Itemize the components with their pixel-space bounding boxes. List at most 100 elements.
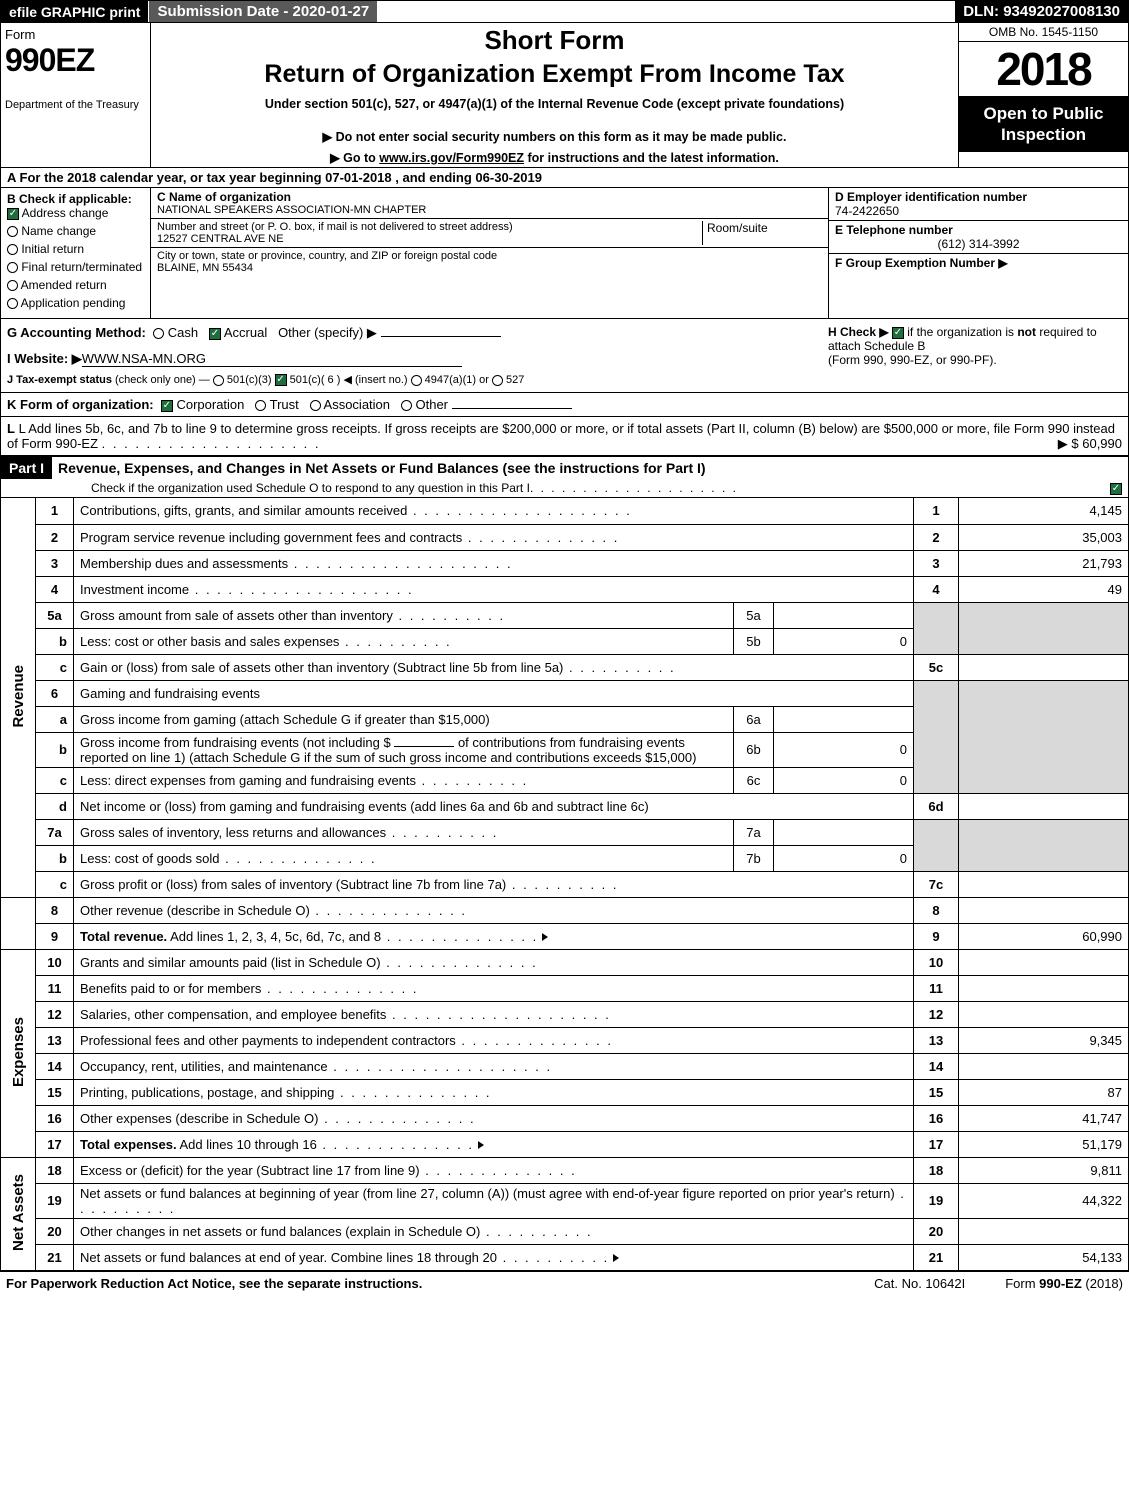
b-amended[interactable]: Amended return [7, 278, 144, 292]
k-corp[interactable]: ✓ [161, 400, 173, 412]
ln-6d: d [36, 793, 74, 819]
efile-print[interactable]: efile GRAPHIC print [1, 1, 148, 22]
r-1: 1 [914, 498, 959, 524]
v-10 [959, 949, 1129, 975]
desc-7b: Less: cost of goods sold [74, 845, 734, 871]
shade-6v [959, 680, 1129, 793]
c-city-val: BLAINE, MN 55434 [157, 262, 822, 274]
r-3: 3 [914, 550, 959, 576]
top-bar: efile GRAPHIC print Submission Date - 20… [0, 0, 1129, 23]
line-J: J Tax-exempt status (check only one) — 5… [7, 373, 822, 386]
lines-table: Revenue 1 Contributions, gifts, grants, … [0, 498, 1129, 1271]
b-application-pending[interactable]: Application pending [7, 296, 144, 310]
r-7c: 7c [914, 871, 959, 897]
v-9: 60,990 [959, 923, 1129, 949]
desc-3: Membership dues and assessments [74, 550, 914, 576]
part-I-checkbox[interactable]: ✓ [1110, 483, 1122, 495]
r-11: 11 [914, 975, 959, 1001]
r-20: 20 [914, 1218, 959, 1244]
part-I-check-row: Check if the organization used Schedule … [0, 479, 1129, 498]
vtab-revenue-end [1, 897, 36, 949]
ln-8: 8 [36, 897, 74, 923]
ln-12: 12 [36, 1001, 74, 1027]
g-accrual[interactable]: ✓ [209, 328, 221, 340]
form-word: Form [5, 27, 146, 42]
desc-13: Professional fees and other payments to … [74, 1027, 914, 1053]
banner-left: Form 990EZ Department of the Treasury [1, 23, 151, 167]
omb-number: OMB No. 1545-1150 [959, 23, 1128, 42]
desc-2: Program service revenue including govern… [74, 524, 914, 550]
k-other[interactable] [401, 400, 412, 411]
v-14 [959, 1053, 1129, 1079]
ln-14: 14 [36, 1053, 74, 1079]
ln-6: 6 [36, 680, 74, 706]
v-6d [959, 793, 1129, 819]
v-8 [959, 897, 1129, 923]
j-501c[interactable]: ✓ [275, 374, 287, 386]
ln-1: 1 [36, 498, 74, 524]
v-19: 44,322 [959, 1183, 1129, 1218]
desc-8: Other revenue (describe in Schedule O) [74, 897, 914, 923]
shade-5 [914, 602, 959, 654]
department: Department of the Treasury [5, 99, 146, 111]
footer-right: Form 990-EZ (2018) [1005, 1276, 1123, 1291]
desc-5a: Gross amount from sale of assets other t… [74, 602, 734, 628]
part-I-check-text: Check if the organization used Schedule … [91, 481, 530, 495]
desc-1: Contributions, gifts, grants, and simila… [74, 498, 914, 524]
bv-5a [774, 602, 914, 628]
line-G: G Accounting Method: Cash ✓ Accrual Othe… [7, 325, 822, 341]
k-assoc[interactable] [310, 400, 321, 411]
j-527[interactable] [492, 375, 503, 386]
col-DEF: D Employer identification number 74-2422… [828, 188, 1128, 318]
b-address-change[interactable]: ✓ Address change [7, 206, 144, 220]
short-form-title: Short Form [157, 25, 952, 56]
desc-5c: Gain or (loss) from sale of assets other… [74, 654, 914, 680]
h-check[interactable]: ✓ [892, 327, 904, 339]
b-6b: 6b [734, 732, 774, 767]
desc-6b: Gross income from fundraising events (no… [74, 732, 734, 767]
j-4947[interactable] [411, 375, 422, 386]
v-3: 21,793 [959, 550, 1129, 576]
j-501c3[interactable] [213, 375, 224, 386]
ln-17: 17 [36, 1131, 74, 1157]
website-val[interactable]: WWW.NSA-MN.ORG [82, 351, 462, 367]
goto-link-line: ▶ Go to www.irs.gov/Form990EZ for instru… [157, 150, 952, 165]
b-final-return[interactable]: Final return/terminated [7, 260, 144, 274]
v-5c [959, 654, 1129, 680]
desc-6d: Net income or (loss) from gaming and fun… [74, 793, 914, 819]
block-BCDEF: B Check if applicable: ✓ Address change … [0, 188, 1129, 319]
desc-9: Total revenue. Add lines 1, 2, 3, 4, 5c,… [74, 923, 914, 949]
r-12: 12 [914, 1001, 959, 1027]
v-17: 51,179 [959, 1131, 1129, 1157]
g-cash[interactable] [153, 328, 164, 339]
r-2: 2 [914, 524, 959, 550]
desc-11: Benefits paid to or for members [74, 975, 914, 1001]
line-L: L L Add lines 5b, 6c, and 7b to line 9 t… [0, 417, 1129, 456]
bv-6b: 0 [774, 732, 914, 767]
form-number: 990EZ [5, 42, 146, 79]
footer-catno: Cat. No. 10642I [874, 1276, 965, 1291]
desc-20: Other changes in net assets or fund bala… [74, 1218, 914, 1244]
k-trust[interactable] [255, 400, 266, 411]
bv-7a [774, 819, 914, 845]
v-4: 49 [959, 576, 1129, 602]
c-city-label: City or town, state or province, country… [157, 250, 822, 262]
r-17: 17 [914, 1131, 959, 1157]
line-I: I Website: ▶WWW.NSA-MN.ORG [7, 351, 822, 367]
b-name-change[interactable]: Name change [7, 224, 144, 238]
desc-15: Printing, publications, postage, and shi… [74, 1079, 914, 1105]
banner-mid: Short Form Return of Organization Exempt… [151, 23, 958, 167]
v-21: 54,133 [959, 1244, 1129, 1270]
desc-5b: Less: cost or other basis and sales expe… [74, 628, 734, 654]
under-section: Under section 501(c), 527, or 4947(a)(1)… [157, 97, 952, 111]
b-5a: 5a [734, 602, 774, 628]
r-10: 10 [914, 949, 959, 975]
irs-link[interactable]: www.irs.gov/Form990EZ [379, 151, 524, 165]
v-2: 35,003 [959, 524, 1129, 550]
r-8: 8 [914, 897, 959, 923]
r-19: 19 [914, 1183, 959, 1218]
b-7a: 7a [734, 819, 774, 845]
b-initial-return[interactable]: Initial return [7, 242, 144, 256]
v-18: 9,811 [959, 1157, 1129, 1183]
D-label: D Employer identification number [835, 190, 1122, 204]
